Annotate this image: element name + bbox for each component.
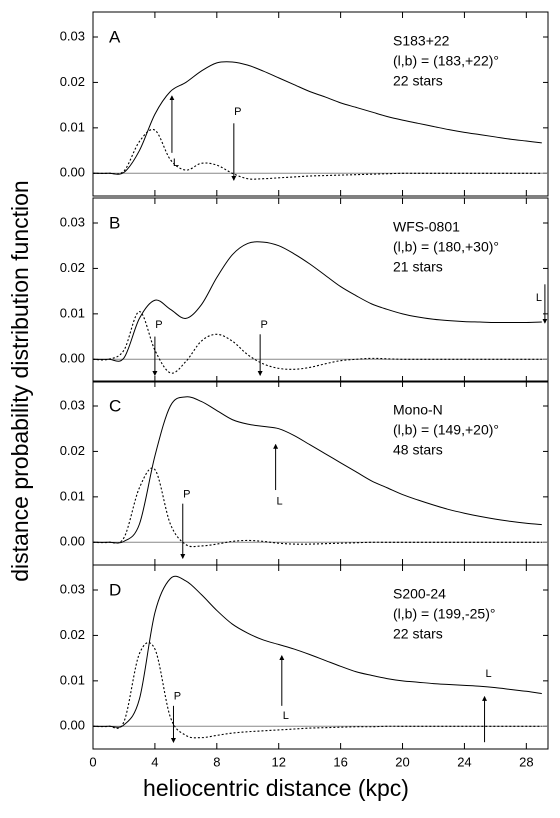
arrow-label: P: [155, 319, 162, 331]
arrow-label: L: [173, 157, 179, 169]
arrow-label: L: [485, 668, 491, 680]
dotted-curve: [92, 467, 542, 548]
y-tick-label: 0.00: [60, 351, 85, 366]
panel-frame: [92, 564, 549, 750]
solid-curve: [92, 61, 542, 175]
x-tick-label: 4: [151, 754, 158, 769]
y-tick-label: 0.03: [60, 397, 85, 412]
y-tick-label: 0.03: [60, 28, 85, 43]
y-tick-label: 0.02: [60, 443, 85, 458]
panel-frame: [92, 380, 549, 566]
y-tick-label: 0.02: [60, 74, 85, 89]
region-name: S183+22: [393, 33, 450, 49]
star-count: 22 stars: [393, 626, 443, 642]
arrow-label: P: [183, 488, 190, 500]
y-axis-title: distance probability distribution functi…: [7, 180, 33, 581]
region-coords: (l,b) = (149,+20)°: [393, 422, 499, 438]
arrow-label: P: [174, 691, 181, 703]
y-tick-label: 0.00: [60, 165, 85, 180]
x-axis-title: heliocentric distance (kpc): [143, 775, 409, 801]
x-tick-label: 20: [395, 754, 409, 769]
y-tick-label: 0.02: [60, 260, 85, 275]
dotted-curve: [92, 128, 542, 180]
star-count: 48 stars: [393, 442, 443, 458]
y-tick-label: 0.03: [60, 214, 85, 229]
dotted-curve: [92, 642, 542, 739]
dotted-curve: [92, 311, 542, 374]
y-tick-label: 0.00: [60, 534, 85, 549]
panel-frame: [92, 197, 549, 383]
x-tick-label: 12: [271, 754, 285, 769]
region-coords: (l,b) = (183,+22)°: [393, 53, 499, 69]
arrow-label: P: [234, 106, 241, 118]
x-tick-label: 28: [519, 754, 533, 769]
solid-curve: [92, 241, 542, 362]
star-count: 22 stars: [393, 73, 443, 89]
arrow-label: L: [536, 292, 542, 304]
star-count: 21 stars: [393, 259, 443, 275]
y-tick-label: 0.01: [60, 305, 85, 320]
y-tick-label: 0.03: [60, 581, 85, 596]
panel-letter: D: [109, 580, 121, 599]
arrow-label: P: [260, 319, 267, 331]
x-tick-label: 24: [457, 754, 471, 769]
y-tick-label: 0.01: [60, 672, 85, 687]
panel-letter: A: [109, 27, 121, 46]
y-tick-label: 0.01: [60, 119, 85, 134]
panel-letter: C: [109, 396, 121, 415]
panel-letter: B: [109, 213, 120, 232]
region-name: WFS-0801: [393, 219, 460, 235]
x-tick-label: 0: [89, 754, 96, 769]
arrow-label: L: [277, 495, 283, 507]
arrow-label: L: [283, 710, 289, 722]
region-name: Mono-N: [393, 402, 443, 418]
x-tick-label: 16: [333, 754, 347, 769]
solid-curve: [92, 396, 542, 544]
y-tick-label: 0.00: [60, 718, 85, 733]
region-coords: (l,b) = (180,+30)°: [393, 239, 499, 255]
x-tick-label: 8: [213, 754, 220, 769]
y-tick-label: 0.01: [60, 488, 85, 503]
panel-frame: [92, 11, 549, 197]
y-tick-label: 0.02: [60, 627, 85, 642]
region-coords: (l,b) = (199,-25)°: [393, 606, 495, 622]
solid-curve: [92, 575, 542, 728]
region-name: S200-24: [393, 586, 446, 602]
